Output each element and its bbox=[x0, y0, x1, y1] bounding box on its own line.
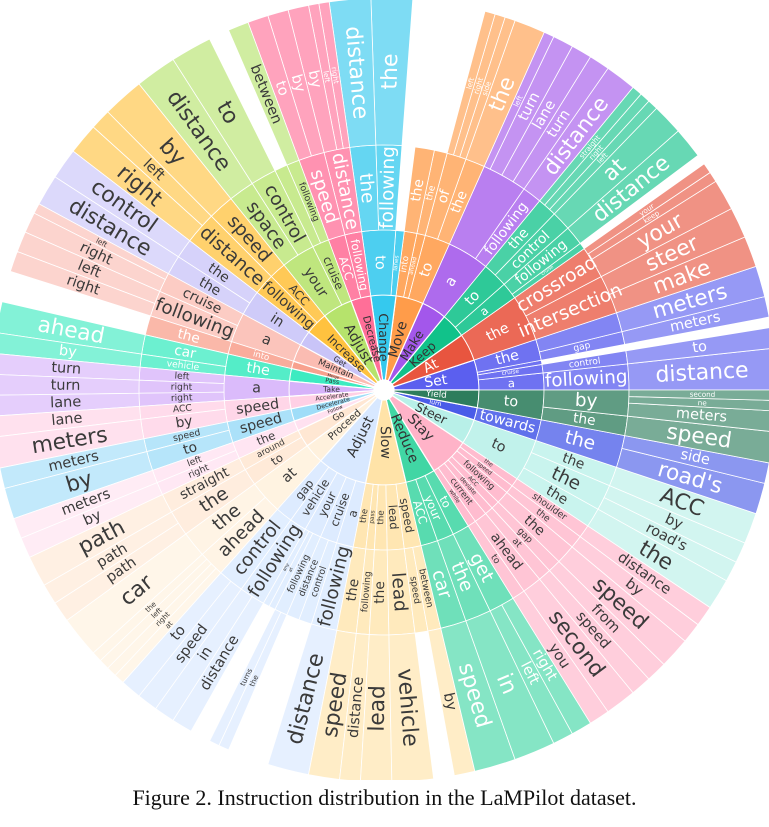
sunburst-label: the bbox=[245, 360, 271, 380]
sunburst-label: to bbox=[181, 439, 199, 458]
sunburst-label: any bbox=[282, 562, 291, 572]
sunburst-label: turn bbox=[51, 378, 81, 394]
sunburst-label: Slow bbox=[377, 426, 394, 459]
sunburst-label: Follow bbox=[327, 404, 344, 416]
sunburst-label: left bbox=[464, 76, 476, 90]
sunburst-label: at bbox=[163, 619, 175, 631]
sunburst-label: the bbox=[448, 189, 471, 216]
sunburst-label: the bbox=[255, 428, 278, 448]
sunburst-label: distance bbox=[346, 676, 367, 739]
sunburst-label: by bbox=[574, 390, 598, 412]
sunburst-label: the bbox=[372, 581, 388, 604]
sunburst-label: to bbox=[417, 260, 437, 279]
sunburst-label: the bbox=[494, 347, 521, 368]
sunburst-label: to bbox=[272, 79, 292, 98]
sunburst-label: lane bbox=[50, 394, 82, 411]
sunburst-label: left bbox=[321, 70, 332, 83]
sunburst-label: the bbox=[560, 450, 587, 473]
sunburst-label: the bbox=[483, 458, 495, 469]
sunburst-label: following bbox=[359, 571, 374, 613]
sunburst-label: to bbox=[503, 393, 519, 410]
sunburst-label: by bbox=[305, 69, 325, 90]
sunburst-label: Change bbox=[376, 313, 391, 362]
sunburst-wedge bbox=[625, 327, 769, 365]
sunburst-label: second bbox=[690, 390, 716, 399]
sunburst-label: into bbox=[252, 349, 271, 363]
sunburst-label: Yield bbox=[424, 389, 447, 401]
sunburst-label: the bbox=[424, 184, 438, 202]
sunburst-label: ACC bbox=[410, 499, 430, 526]
sunburst-label: right bbox=[329, 66, 341, 84]
sunburst-label: cruise bbox=[501, 369, 520, 377]
sunburst-label: the bbox=[355, 172, 379, 204]
sunburst-label: At bbox=[421, 356, 442, 377]
sunburst-label: left bbox=[174, 370, 190, 382]
sunburst-label: ahead bbox=[409, 256, 419, 275]
sunburst-label: the bbox=[408, 178, 428, 203]
sunburst-label: right bbox=[171, 382, 193, 393]
sunburst-label: control bbox=[568, 355, 601, 370]
sunburst-label: Pass bbox=[325, 377, 340, 386]
sunburst-label: the bbox=[378, 53, 404, 90]
sunburst-label: by bbox=[288, 73, 308, 95]
sunburst-label: ne bbox=[698, 398, 708, 407]
sunburst-label: speed bbox=[397, 497, 417, 534]
sunburst-wedges bbox=[0, 0, 769, 780]
sunburst-label: lane bbox=[51, 410, 83, 429]
sunburst-label: pass bbox=[369, 510, 376, 524]
sunburst-label: vehicle bbox=[392, 668, 423, 748]
sunburst-label: the bbox=[176, 326, 202, 347]
sunburst-chart: Set a following distance cruise control to the g… bbox=[0, 0, 769, 780]
sunburst-label: a bbox=[507, 376, 515, 390]
sunburst-label: gap bbox=[572, 340, 591, 354]
sunburst-label: a bbox=[252, 380, 261, 396]
sunburst-label: vehicle bbox=[166, 358, 200, 373]
sunburst-label: lead bbox=[387, 572, 411, 613]
sunburst-label: the bbox=[376, 510, 386, 524]
sunburst-label: Set bbox=[423, 372, 449, 392]
sunburst-label: following bbox=[544, 366, 628, 391]
sunburst-label: to bbox=[691, 339, 708, 357]
sunburst-label: lead bbox=[385, 504, 401, 530]
sunburst-label: by bbox=[662, 511, 685, 533]
sunburst-label: Take bbox=[322, 385, 340, 394]
sunburst-label: side bbox=[679, 447, 712, 469]
sunburst-svg: Set a following distancecruisecontroltotheg… bbox=[0, 0, 769, 780]
sunburst-label: lanes bbox=[393, 255, 401, 271]
sunburst-label: by bbox=[81, 507, 104, 529]
sunburst-label: at bbox=[287, 566, 295, 573]
sunburst-label: speed bbox=[407, 576, 422, 605]
sunburst-label: speed bbox=[235, 396, 280, 418]
sunburst-label: to bbox=[372, 255, 388, 270]
sunburst-label: the bbox=[358, 508, 370, 524]
sunburst-label: by bbox=[174, 413, 193, 432]
sunburst-label: Accelerate bbox=[315, 391, 349, 402]
sunburst-label: the bbox=[572, 410, 597, 429]
sunburst-label: ACC bbox=[172, 403, 192, 416]
sunburst-label: of bbox=[434, 187, 454, 206]
sunburst-label: distance bbox=[655, 358, 749, 388]
sunburst-label: the bbox=[343, 578, 362, 603]
sunburst-wedge bbox=[628, 389, 769, 401]
sunburst-center bbox=[374, 380, 394, 400]
sunburst-label: by bbox=[58, 343, 78, 361]
sunburst-label: a bbox=[345, 508, 360, 518]
sunburst-label: into bbox=[399, 255, 412, 273]
sunburst-label: Turn bbox=[427, 398, 443, 408]
sunburst-label: right bbox=[171, 392, 193, 404]
sunburst-label: ACC bbox=[336, 255, 356, 282]
sunburst-label: following bbox=[377, 146, 400, 229]
sunburst-label: car bbox=[173, 342, 198, 362]
sunburst-label: by bbox=[440, 691, 459, 712]
sunburst-label: Merge bbox=[327, 372, 340, 380]
sunburst-label: meters bbox=[675, 405, 727, 425]
sunburst-label: to bbox=[489, 436, 509, 457]
figure-caption: Figure 2. Instruction distribution in th… bbox=[132, 785, 637, 810]
sunburst-label: turn bbox=[51, 360, 82, 378]
sunburst-label: lead bbox=[365, 685, 391, 732]
sunburst-label: left bbox=[186, 454, 204, 470]
